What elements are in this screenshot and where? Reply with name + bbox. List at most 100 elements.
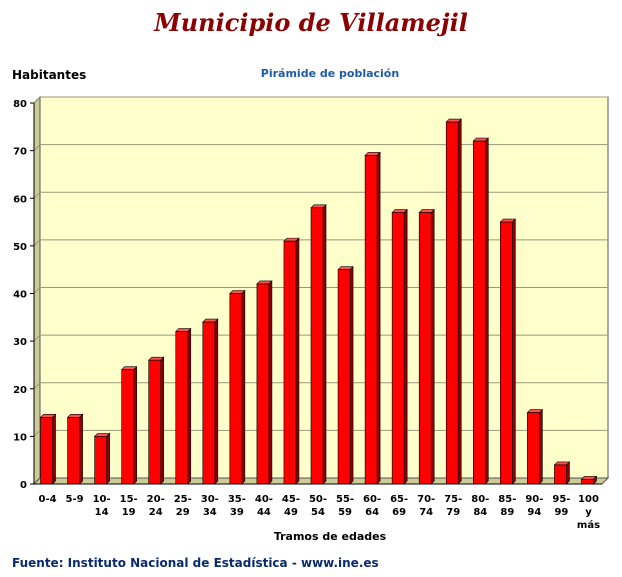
bar-side (268, 280, 273, 485)
x-tick-label: 20-24 (147, 494, 165, 518)
bar-side (214, 318, 219, 485)
bar-side (79, 413, 83, 485)
x-tick-label-line: 40- (255, 494, 273, 505)
x-tick-label-line: 5-9 (66, 494, 84, 505)
x-tick-label-line: 70- (417, 494, 435, 505)
bar-top (391, 209, 408, 213)
x-tick-label-line: 100 (578, 494, 599, 505)
bar (310, 204, 327, 485)
y-tick-label: 20 (13, 385, 27, 396)
bar (229, 289, 246, 485)
x-axis-title: Tramos de edades (273, 530, 387, 543)
bar-front (337, 269, 351, 485)
x-tick-label-line: 65- (390, 494, 408, 505)
bar-side (376, 151, 381, 485)
x-tick-label-line: 89 (500, 507, 514, 518)
bar-side (241, 289, 246, 485)
chart-title: Pirámide de población (260, 67, 400, 80)
bar (499, 218, 517, 485)
x-tick-label: 90-94 (525, 494, 543, 518)
bar-top (147, 356, 165, 361)
bar-top (337, 266, 354, 270)
y-axis-ticks: 0 10 20 30 40 50 60 70 80 (13, 99, 27, 491)
x-tick-label: 15-19 (120, 494, 138, 518)
bar-top (526, 409, 544, 413)
bar (93, 432, 111, 485)
bar-top (283, 237, 300, 242)
y-tick-label: 30 (13, 337, 27, 348)
bar (418, 208, 435, 485)
y-axis-title: Habitantes (12, 68, 87, 82)
bar-front (500, 221, 513, 485)
bar (175, 327, 192, 485)
bar-side (295, 237, 300, 485)
bar-front (310, 207, 324, 485)
bar-front (40, 417, 53, 485)
bar-front (445, 121, 459, 485)
x-tick-label-line: 84 (473, 507, 487, 518)
x-tick-label: 60-64 (363, 494, 381, 518)
bar-front (418, 212, 432, 485)
x-tick-label: 35-39 (228, 494, 246, 518)
x-tick-label-line: 99 (554, 507, 568, 518)
grid-line-side (33, 96, 41, 104)
source-note: Fuente: Instituto Nacional de Estadístic… (12, 556, 379, 570)
x-tick-label: 100 y más (577, 494, 600, 531)
bar (553, 461, 571, 485)
x-tick-label: 40-44 (255, 494, 273, 518)
bar-front (67, 417, 80, 485)
bar-side (160, 356, 165, 485)
x-tick-label-line: 0-4 (38, 494, 56, 505)
bar (256, 280, 273, 485)
x-tick-label-line: 60- (363, 494, 381, 505)
bar-top (364, 152, 381, 156)
x-tick-label-line: 75- (444, 494, 462, 505)
x-tick-label-line: 90- (525, 494, 543, 505)
page-title: Municipio de Villamejil (154, 8, 468, 37)
x-tick-label-line: 64 (365, 507, 379, 518)
x-tick-label: 55-59 (336, 494, 354, 518)
bar-front (202, 321, 216, 485)
bar (147, 356, 165, 485)
grid-line-side (33, 144, 41, 151)
x-tick-label-line: 39 (230, 507, 244, 518)
y-tick-label: 80 (13, 99, 27, 110)
bar-top (93, 433, 111, 437)
bar-front (527, 412, 540, 485)
bar-front (581, 478, 594, 485)
bar-top (310, 204, 327, 209)
grid-line-side (33, 382, 41, 390)
x-tick-label: 10-14 (93, 494, 111, 518)
bar-front (256, 283, 270, 485)
x-tick-label: 30-34 (201, 494, 219, 518)
x-tick-label: 5-9 (66, 494, 84, 505)
bar-side (457, 118, 462, 485)
grid-line-side (33, 191, 41, 199)
x-tick-label-line: 45- (282, 494, 300, 505)
bar-top (66, 414, 84, 418)
x-tick-label: 45-49 (282, 494, 300, 518)
x-tick-label: 95-99 (552, 494, 570, 518)
bar-top (202, 318, 219, 323)
x-tick-label-line: 34 (203, 507, 217, 518)
x-tick-label-line: 94 (527, 507, 541, 518)
bar-side (484, 137, 489, 485)
bar-side (349, 265, 354, 485)
bar-front (364, 155, 378, 485)
bar-side (106, 432, 110, 485)
bar (526, 408, 544, 485)
bar-front (283, 240, 297, 485)
bar (445, 118, 462, 485)
x-tick-label-line: 30- (201, 494, 219, 505)
bar-side (430, 208, 435, 485)
bar-front (391, 212, 405, 485)
x-tick-label-line: 10- (93, 494, 111, 505)
bar-top (472, 137, 490, 142)
bar (66, 413, 84, 485)
bar-side (133, 365, 137, 485)
x-tick-label-line: 15- (120, 494, 138, 505)
x-tick-label-line: 44 (257, 507, 271, 518)
x-tick-label-line: 35- (228, 494, 246, 505)
bar-top (229, 290, 246, 294)
